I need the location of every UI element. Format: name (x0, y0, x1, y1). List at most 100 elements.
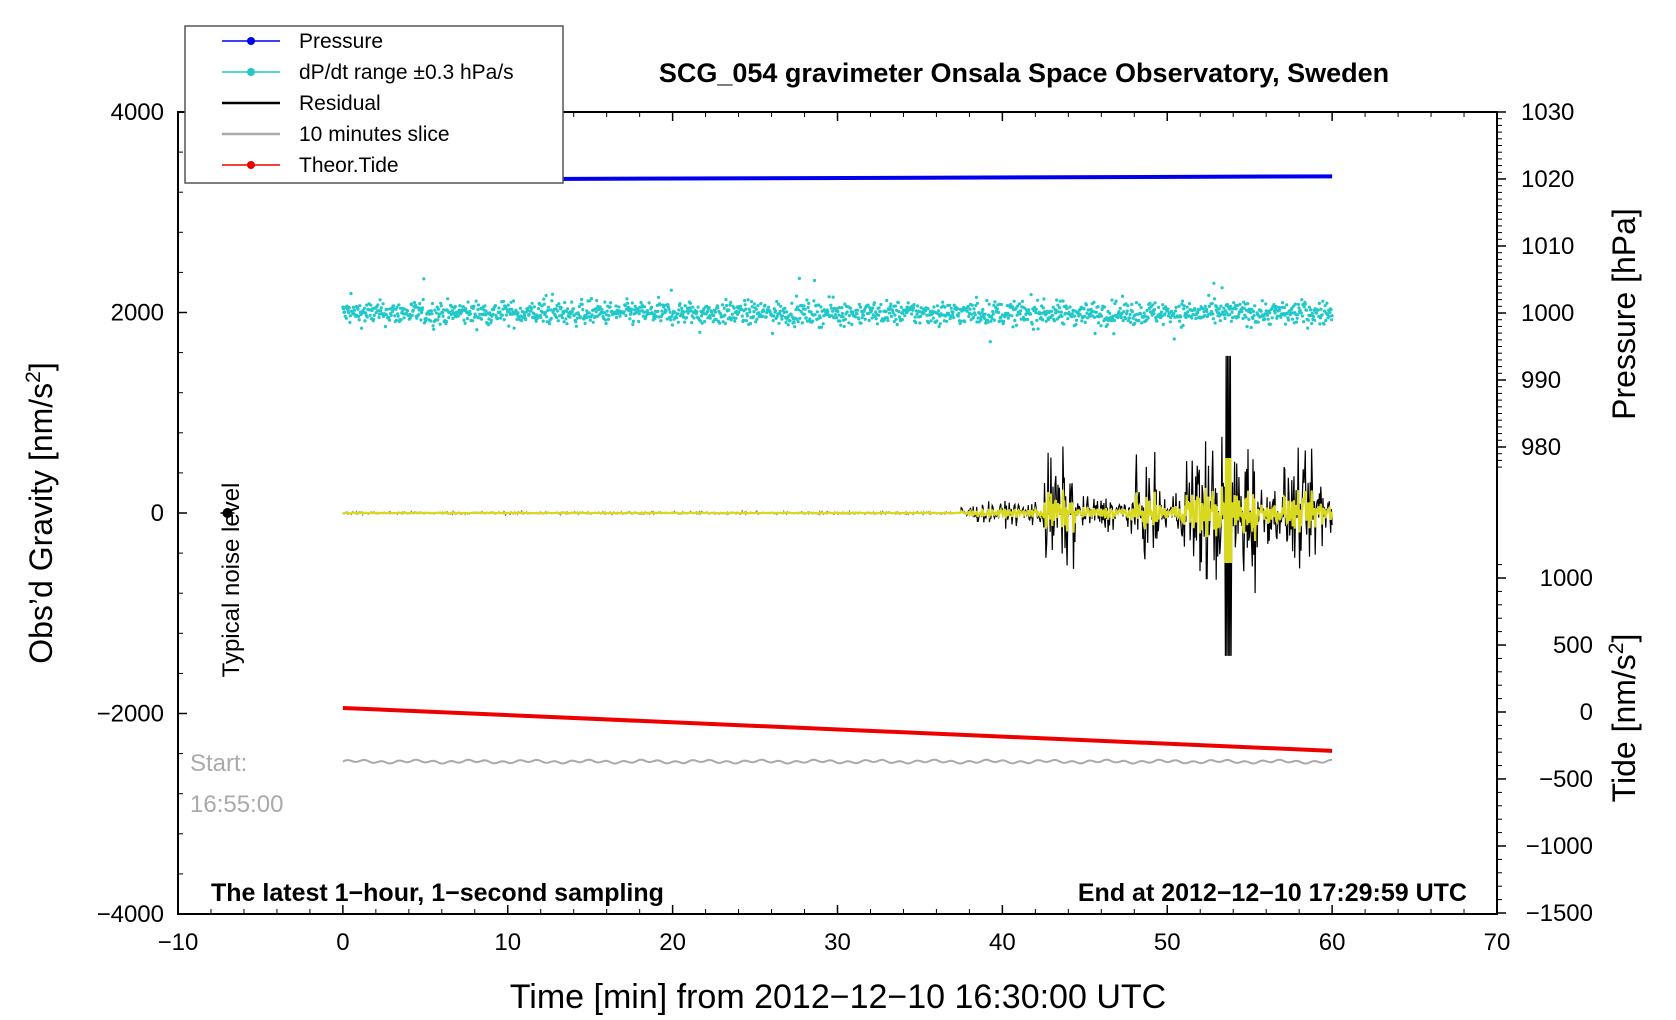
dpdt-point (1105, 323, 1109, 327)
dpdt-point (1133, 321, 1137, 326)
dpdt-point (1234, 307, 1238, 311)
dpdt-point (1134, 301, 1139, 305)
dpdt-point (1223, 316, 1227, 321)
dpdt-point (1270, 316, 1274, 320)
dpdt-point (842, 324, 846, 329)
dpdt-point (1297, 306, 1301, 310)
dpdt-point (432, 327, 436, 331)
dpdt-point (657, 315, 661, 319)
dpdt-point (1220, 286, 1224, 290)
dpdt-point (771, 331, 775, 335)
y-tick-label: 2000 (111, 300, 164, 327)
dpdt-point (718, 321, 722, 325)
dpdt-point (778, 309, 782, 313)
dpdt-point (500, 313, 504, 317)
dpdt-point (562, 320, 566, 324)
dpdt-point (927, 321, 931, 325)
dpdt-point (1155, 319, 1159, 323)
dpdt-point (782, 310, 786, 315)
dpdt-point (1252, 313, 1256, 318)
dpdt-point (780, 314, 785, 318)
dpdt-point (385, 307, 389, 311)
dpdt-point (629, 310, 633, 314)
dpdt-point (1306, 326, 1310, 330)
dpdt-point (796, 320, 800, 324)
dpdt-point (1027, 308, 1031, 312)
dpdt-point (885, 298, 889, 303)
dpdt-point (430, 301, 435, 306)
dpdt-point (1298, 308, 1302, 312)
dpdt-point (973, 313, 977, 317)
dpdt-point (995, 307, 999, 311)
dpdt-point (1102, 305, 1107, 309)
dpdt-point (894, 317, 898, 321)
dpdt-point (557, 302, 561, 306)
dpdt-point (563, 301, 567, 305)
dpdt-point (1300, 298, 1304, 302)
dpdt-point (870, 316, 874, 320)
dpdt-point (660, 312, 665, 316)
dpdt-point (1207, 304, 1211, 309)
dpdt-point (901, 311, 905, 315)
dpdt-point (931, 316, 935, 320)
dpdt-point (1145, 308, 1149, 313)
dpdt-point (540, 304, 544, 308)
dpdt-point (1316, 308, 1320, 312)
dpdt-point (1093, 315, 1097, 319)
dpdt-point (382, 314, 386, 319)
dpdt-point (591, 320, 595, 324)
dpdt-point (1080, 319, 1084, 323)
dpdt-point (859, 321, 863, 325)
dpdt-point (935, 304, 940, 308)
dpdt-point (1063, 311, 1068, 315)
dpdt-point (746, 298, 750, 302)
noise-marker (222, 508, 233, 518)
dpdt-point (803, 307, 807, 311)
dpdt-point (875, 322, 880, 326)
dpdt-point (1215, 305, 1219, 309)
dpdt-point (372, 317, 376, 321)
dpdt-point (740, 314, 744, 318)
dpdt-point (1302, 320, 1306, 324)
dpdt-point (991, 309, 995, 314)
dpdt-point (444, 320, 449, 324)
dpdt-point (860, 309, 864, 314)
y-tick-label: −2000 (97, 701, 164, 728)
dpdt-point (924, 308, 928, 313)
dpdt-point (357, 314, 361, 319)
dpdt-point (628, 317, 632, 321)
dpdt-point (571, 307, 576, 311)
dpdt-point (764, 315, 768, 319)
dpdt-point (1212, 297, 1217, 301)
dpdt-point (1321, 299, 1325, 303)
dpdt-point (802, 304, 806, 308)
dpdt-point (541, 319, 545, 323)
dpdt-point (761, 314, 765, 318)
dpdt-point (624, 313, 628, 318)
dpdt-point (554, 307, 558, 311)
dpdt-point (788, 319, 792, 323)
dpdt-point (1114, 299, 1118, 303)
dpdt-point (805, 298, 809, 302)
dpdt-point (803, 312, 807, 316)
dpdt-point (390, 310, 394, 314)
dpdt-point (1054, 308, 1058, 312)
dpdt-point (1280, 305, 1284, 309)
dpdt-point (626, 301, 630, 305)
dpdt-point (1307, 305, 1311, 309)
dpdt-point (472, 304, 476, 308)
dpdt-point (839, 323, 843, 327)
dpdt-point (1143, 314, 1147, 318)
dpdt-point (417, 313, 421, 317)
dpdt-point (1049, 309, 1054, 313)
dpdt-point (573, 313, 577, 317)
dpdt-point (476, 303, 481, 307)
dpdt-point (766, 305, 771, 309)
dpdt-point (570, 300, 574, 304)
dpdt-point (890, 308, 895, 312)
dpdt-point (1262, 314, 1266, 318)
dpdt-point (906, 301, 910, 305)
dpdt-point (585, 309, 589, 313)
dpdt-point (637, 312, 641, 316)
dpdt-point (408, 316, 412, 320)
